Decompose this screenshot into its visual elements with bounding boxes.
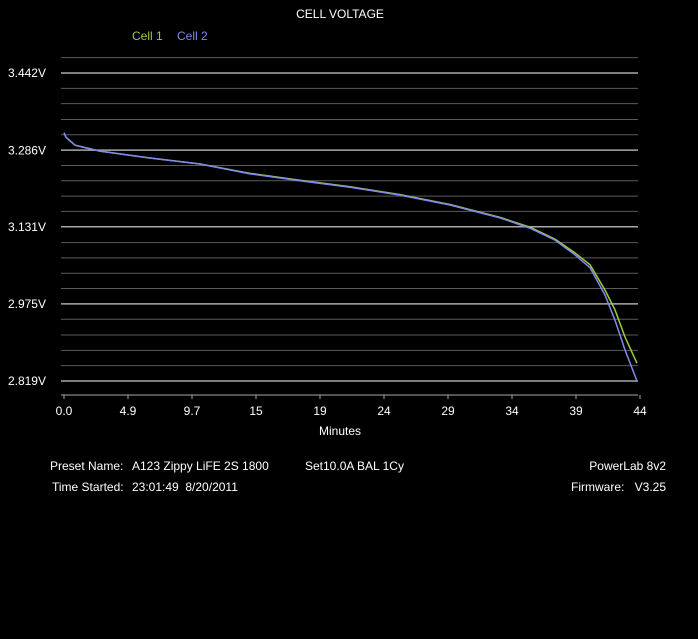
series-line <box>63 132 638 382</box>
x-axis-label: Minutes <box>319 424 361 438</box>
firmware-label: Firmware: <box>571 480 624 494</box>
x-tick-label: 24 <box>377 404 391 418</box>
x-tick-label: 4.9 <box>120 404 137 418</box>
x-tick-label: 39 <box>569 404 583 418</box>
legend-label: Cell 1 <box>132 29 163 43</box>
device: PowerLab 8v2 <box>589 459 666 473</box>
y-tick-label: 3.131V <box>8 220 46 234</box>
time-started: 23:01:49 8/20/2011 <box>132 480 238 494</box>
chart-title: CELL VOLTAGE <box>296 7 384 21</box>
legend-label: Cell 2 <box>177 29 208 43</box>
y-tick-label: 3.286V <box>8 143 46 157</box>
x-tick-label: 34 <box>505 404 519 418</box>
y-tick-label: 3.442V <box>8 66 46 80</box>
preset: A123 Zippy LiFE 2S 1800 <box>132 459 269 473</box>
preset-label: Preset Name: <box>50 459 123 473</box>
firmware: V3.25 <box>635 480 667 494</box>
y-tick-label: 2.819V <box>8 374 46 388</box>
x-tick-label: 0.0 <box>56 404 73 418</box>
setting: Set10.0A BAL 1Cy <box>305 459 404 473</box>
time-label: Time Started: <box>52 480 124 494</box>
x-tick-label: 29 <box>441 404 455 418</box>
x-tick-label: 44 <box>633 404 647 418</box>
x-tick-label: 19 <box>313 404 327 418</box>
x-tick-label: 15 <box>249 404 263 418</box>
x-tick-label: 9.7 <box>184 404 201 418</box>
y-tick-label: 2.975V <box>8 297 46 311</box>
